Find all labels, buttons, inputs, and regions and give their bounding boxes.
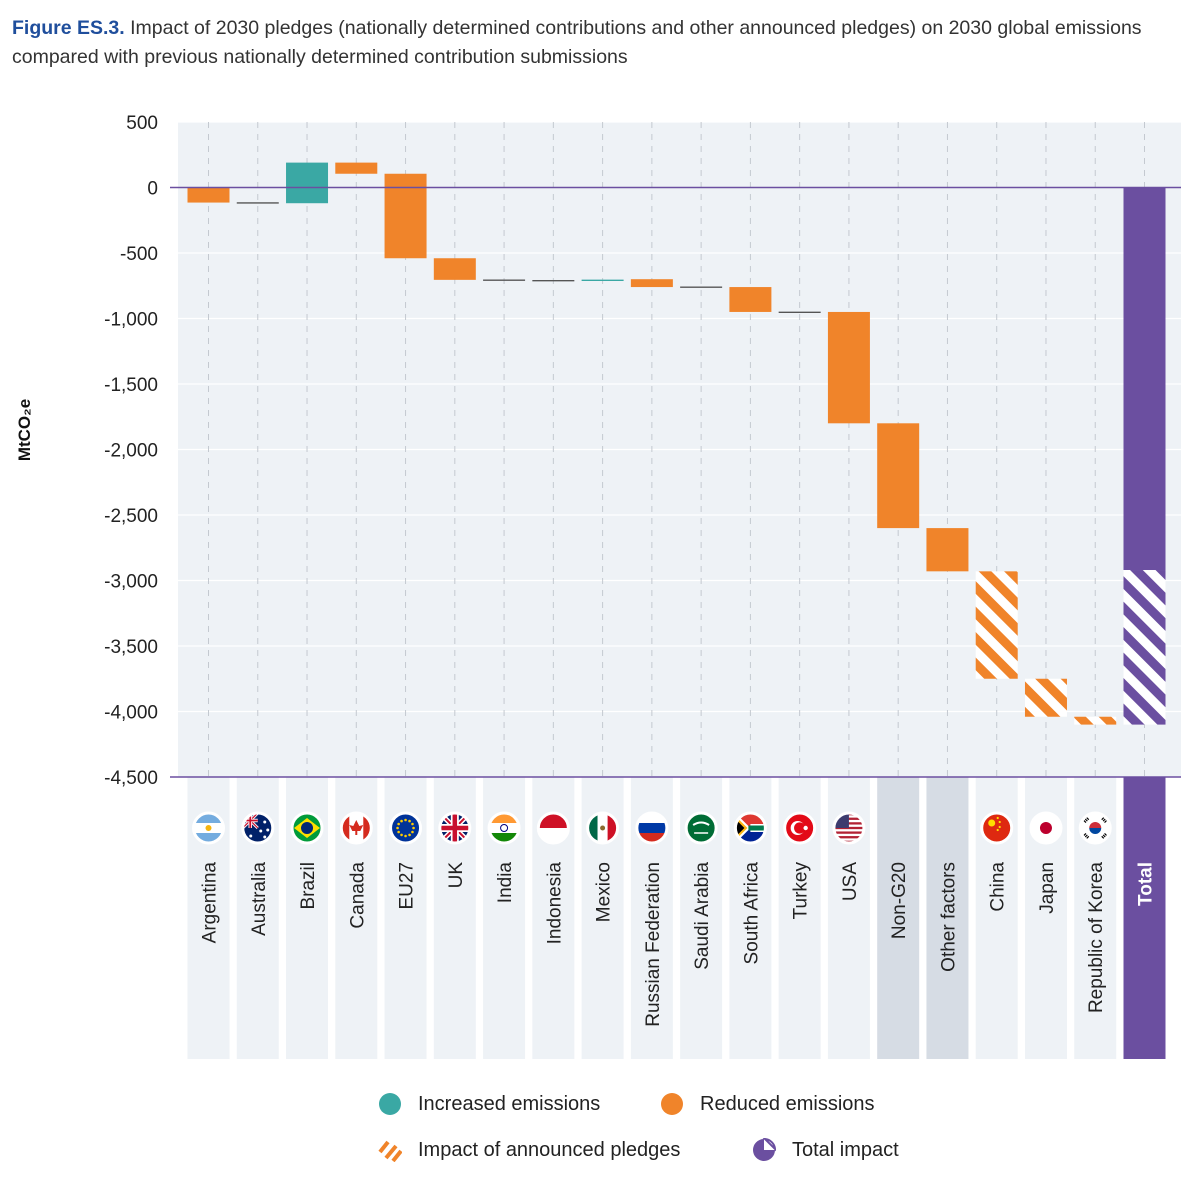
total-impact-swatch xyxy=(753,1138,776,1161)
bar-2 xyxy=(286,162,329,204)
category-label-19: Total xyxy=(1136,862,1157,906)
y-tick-label-0: 500 xyxy=(126,113,158,134)
category-label-10: Saudi Arabia xyxy=(692,862,713,970)
y-tick-label-2: -500 xyxy=(120,244,158,265)
legend-label-reduced: Reduced emissions xyxy=(700,1092,875,1115)
turkey-flag-icon xyxy=(783,811,817,845)
indonesia-flag-icon xyxy=(536,811,570,845)
category-label-17: Japan xyxy=(1037,862,1058,914)
category-label-11: South Africa xyxy=(741,862,762,965)
legend-label-announced: Impact of announced pledges xyxy=(418,1138,681,1161)
category-label-7: Indonesia xyxy=(544,862,565,945)
increased-emissions-swatch xyxy=(379,1093,401,1115)
china-flag-icon xyxy=(980,811,1014,845)
bar-4 xyxy=(384,173,427,259)
canada-flag-icon xyxy=(339,811,373,845)
legend: Increased emissions Reduced emissions Im… xyxy=(0,1090,1200,1170)
y-axis-label: MtCO₂e xyxy=(15,399,34,461)
russia-flag-icon xyxy=(635,811,669,845)
category-label-3: Canada xyxy=(347,862,368,929)
brazil-flag-icon xyxy=(290,811,324,845)
category-label-0: Argentina xyxy=(200,862,221,944)
legend-item-total: Total impact xyxy=(752,1138,899,1162)
uk-flag-icon xyxy=(438,811,472,845)
usa-flag-icon xyxy=(832,811,866,845)
bar-16 xyxy=(975,571,1018,679)
legend-item-announced: Impact of announced pledges xyxy=(378,1138,680,1162)
category-label-5: UK xyxy=(446,862,467,889)
bar-14 xyxy=(877,423,920,529)
figure-caption-text: Impact of 2030 pledges (nationally deter… xyxy=(12,17,1142,68)
y-tick-label-7: -3,000 xyxy=(104,572,158,593)
argentina-flag-icon xyxy=(192,811,225,845)
category-label-14: Non-G20 xyxy=(889,862,910,939)
reduced-emissions-swatch xyxy=(661,1093,683,1115)
bar-18 xyxy=(1074,716,1117,725)
category-label-4: EU27 xyxy=(397,862,418,910)
y-tick-label-4: -1,500 xyxy=(104,375,158,396)
category-label-16: China xyxy=(988,862,1009,912)
category-label-9: Russian Federation xyxy=(643,862,664,1027)
y-tick-label-10: -4,500 xyxy=(104,768,158,789)
eu-flag-icon xyxy=(389,811,423,845)
category-band-14 xyxy=(877,777,920,1059)
bar-17 xyxy=(1024,678,1067,717)
bar-5 xyxy=(433,258,476,280)
category-label-12: Turkey xyxy=(791,862,812,920)
category-label-2: Brazil xyxy=(298,862,319,910)
legend-item-reduced: Reduced emissions xyxy=(660,1092,875,1116)
legend-label-total: Total impact xyxy=(792,1138,899,1161)
mexico-flag-icon xyxy=(586,811,620,845)
bar-19 xyxy=(1123,187,1166,571)
category-band-15 xyxy=(926,777,969,1059)
category-label-1: Australia xyxy=(249,862,270,936)
category-label-6: India xyxy=(495,862,516,904)
category-label-15: Other factors xyxy=(938,862,959,972)
korea-flag-icon xyxy=(1078,811,1112,845)
category-band-19 xyxy=(1123,777,1166,1059)
saudi-arabia-flag-icon xyxy=(684,811,718,845)
y-tick-label-8: -3,500 xyxy=(104,637,158,658)
y-tick-label-1: 0 xyxy=(147,179,158,200)
category-label-13: USA xyxy=(840,862,861,901)
figure-label: Figure ES.3. xyxy=(12,17,125,39)
japan-flag-icon xyxy=(1029,811,1063,845)
bar-20 xyxy=(1123,570,1166,725)
bar-11 xyxy=(729,287,772,312)
announced-pledges-swatch xyxy=(378,1140,402,1162)
bar-13 xyxy=(827,311,870,424)
figure-caption: Figure ES.3. Impact of 2030 pledges (nat… xyxy=(12,14,1192,72)
category-label-8: Mexico xyxy=(594,862,615,922)
waterfall-chart: 500 0 -500 -1,000 -1,500 -2,000 -2,500 -3,000 -3… xyxy=(15,113,1181,1059)
y-tick-label-3: -1,000 xyxy=(104,310,158,331)
bar-15 xyxy=(926,528,969,572)
bar-3 xyxy=(335,162,378,174)
y-tick-label-9: -4,000 xyxy=(104,703,158,724)
y-tick-label-5: -2,000 xyxy=(104,441,158,462)
legend-item-increased: Increased emissions xyxy=(378,1092,600,1116)
bar-0 xyxy=(187,187,230,203)
bar-9 xyxy=(630,279,673,288)
south-africa-flag-icon xyxy=(733,811,767,845)
y-tick-label-6: -2,500 xyxy=(104,506,158,527)
category-label-18: Republic of Korea xyxy=(1086,862,1107,1013)
legend-label-increased: Increased emissions xyxy=(418,1092,601,1115)
australia-flag-icon xyxy=(241,811,275,845)
india-flag-icon xyxy=(487,811,521,845)
